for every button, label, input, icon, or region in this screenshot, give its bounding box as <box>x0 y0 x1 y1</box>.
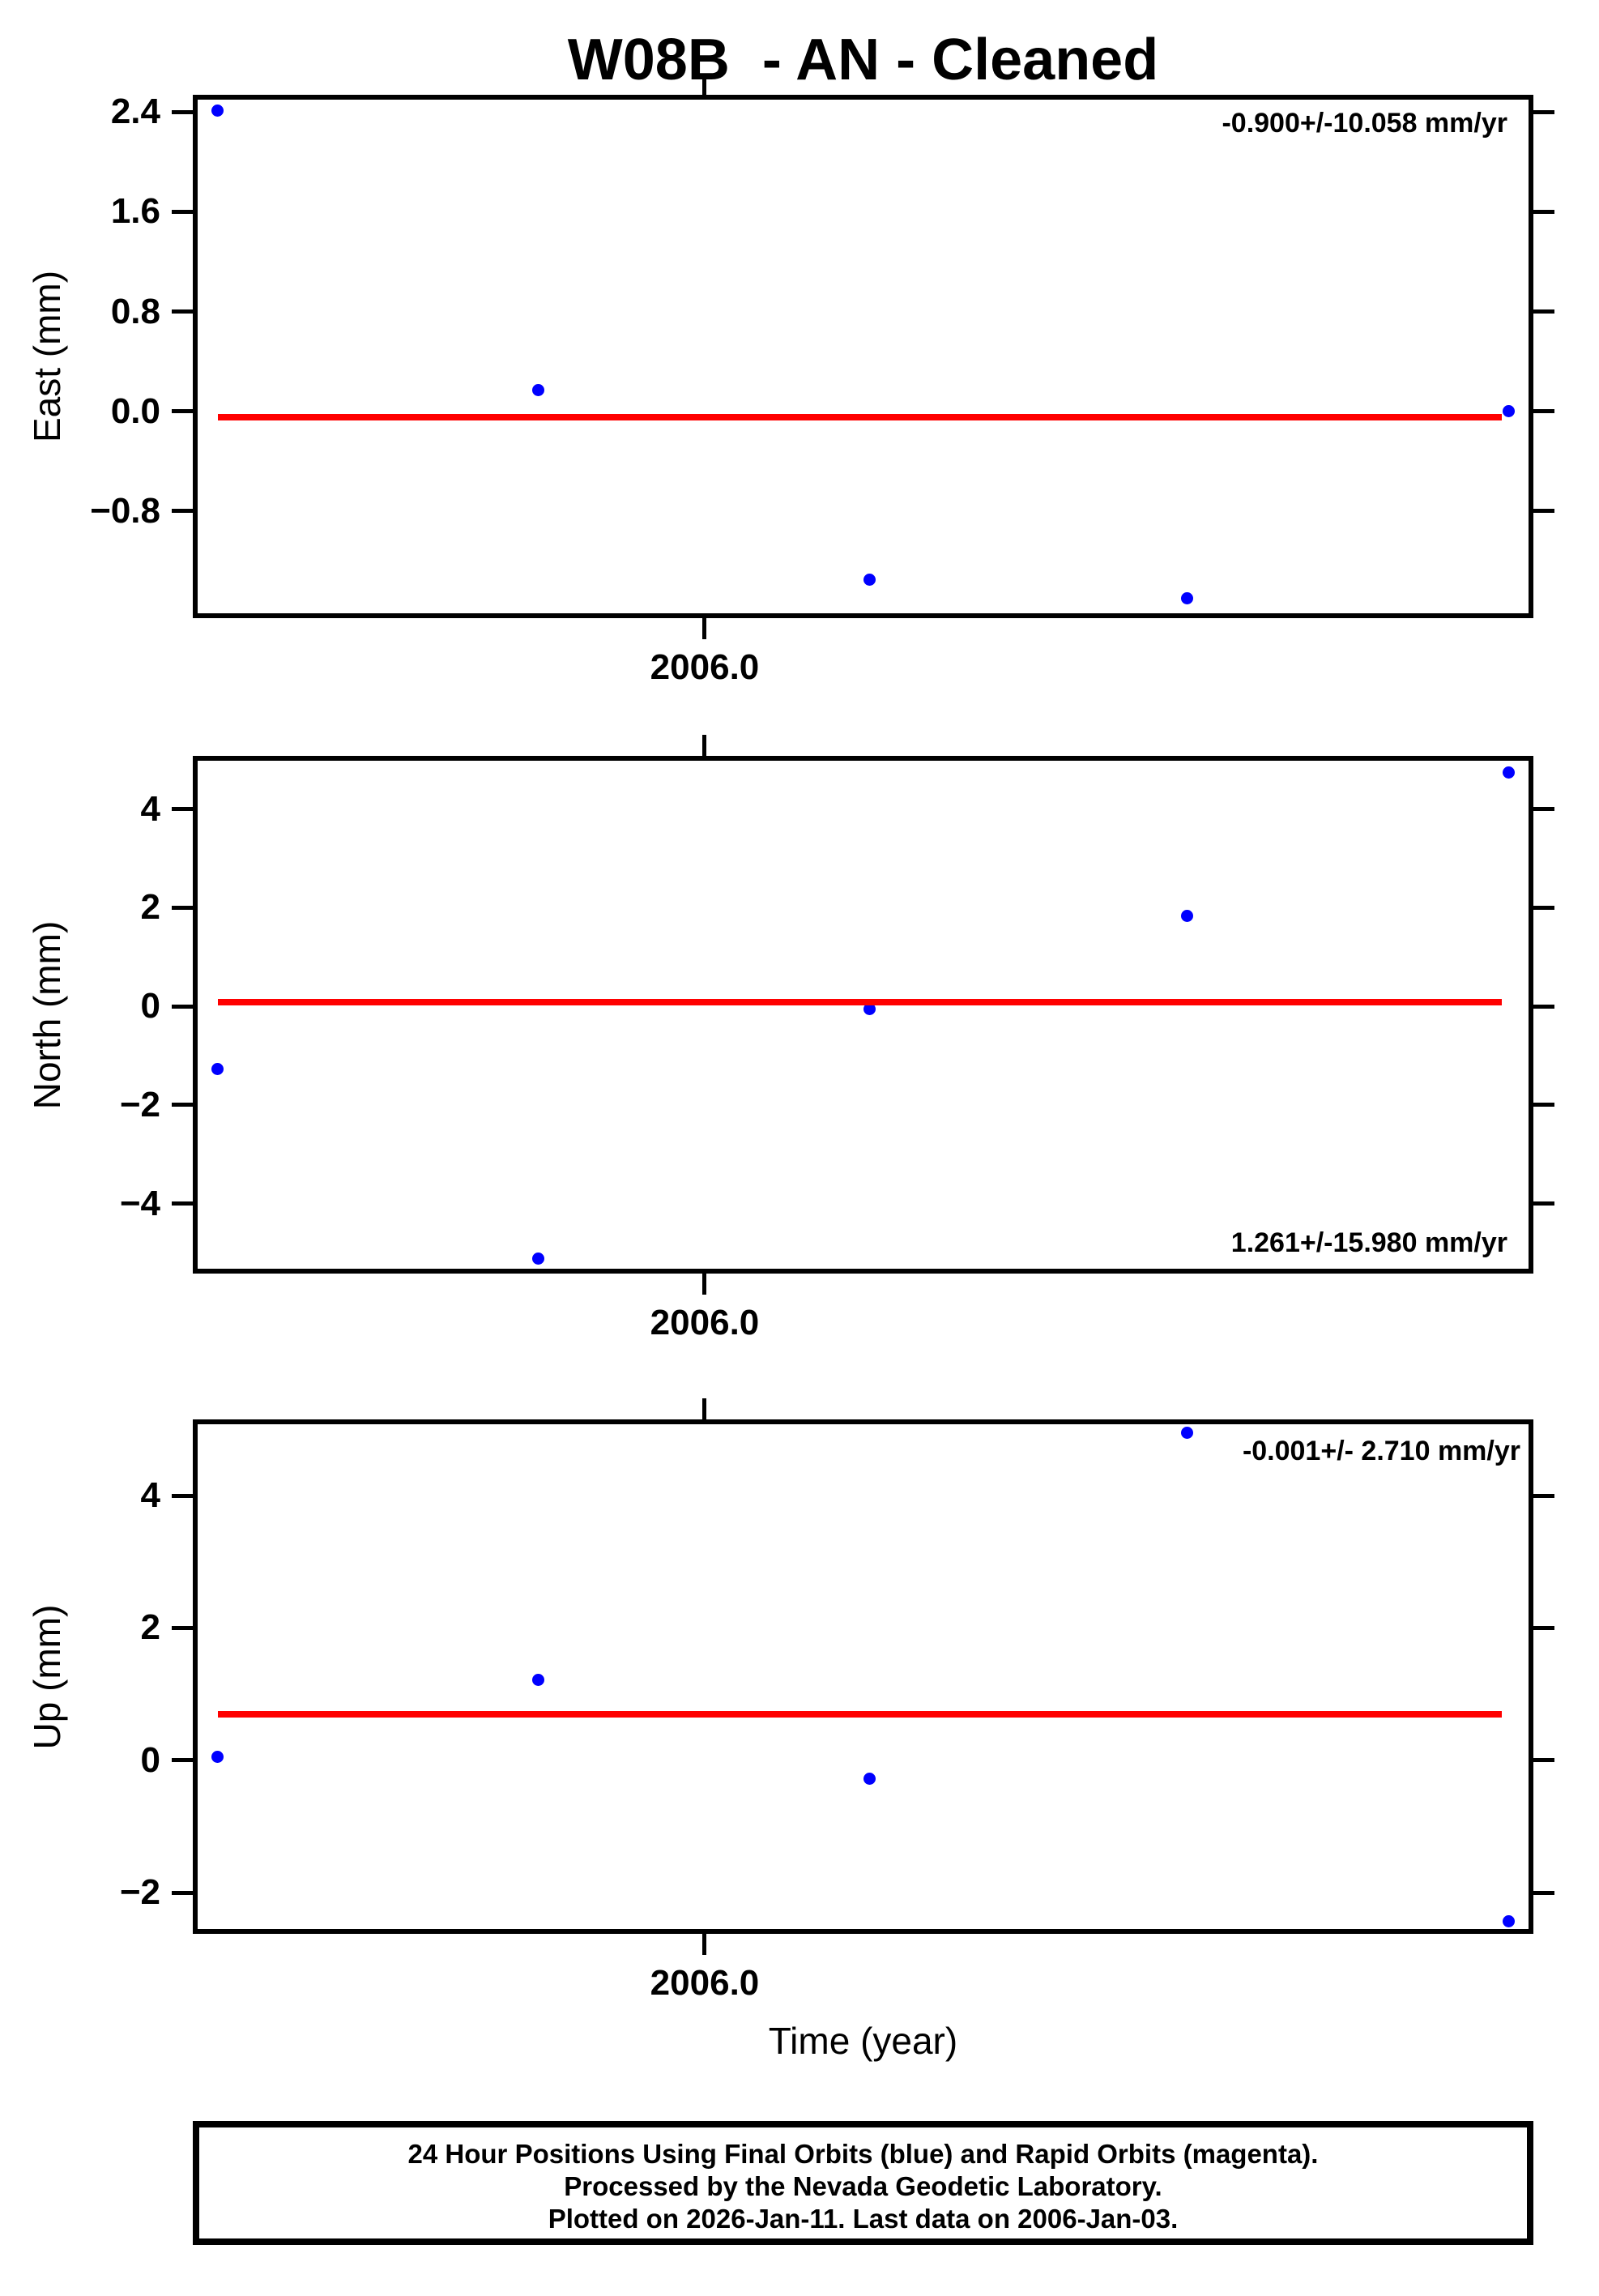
data-point <box>1502 405 1515 418</box>
y-tick-label: −2 <box>119 1872 160 1913</box>
y-tick-left <box>172 1201 193 1206</box>
y-tick-label: 0 <box>140 1739 160 1780</box>
x-tick-top <box>702 1398 707 1419</box>
y-tick-left <box>172 509 193 514</box>
east-axis-label: East (mm) <box>26 270 68 443</box>
footer-box: 24 Hour Positions Using Final Orbits (bl… <box>193 2121 1533 2245</box>
x-tick-bottom <box>702 1934 707 1955</box>
y-tick-right <box>1533 309 1554 314</box>
data-point <box>211 1062 224 1075</box>
data-point <box>532 384 545 397</box>
data-point <box>1181 1427 1194 1440</box>
y-tick-right <box>1533 509 1554 514</box>
north-axis-label: North (mm) <box>26 920 68 1109</box>
up-rate-annotation: -0.001+/- 2.710 mm/yr <box>1242 1436 1520 1466</box>
y-tick-label: −4 <box>119 1183 160 1223</box>
y-tick-left <box>172 309 193 314</box>
north-panel: North (mm) 4 2 0 −2 −4 2006.0 1.261+/-15.980 … <box>26 735 1554 1342</box>
x-tick-bottom <box>702 618 707 639</box>
y-tick-left <box>172 1103 193 1107</box>
north-rate-annotation: 1.261+/-15.980 mm/yr <box>1230 1227 1507 1258</box>
y-tick-left <box>172 807 193 812</box>
y-tick-left <box>172 905 193 910</box>
data-point <box>532 1673 545 1686</box>
y-tick-right <box>1533 1201 1554 1206</box>
y-tick-label: 0.0 <box>110 390 160 431</box>
y-tick-left <box>172 1493 193 1498</box>
north-plot-area: 4 2 0 −2 −4 2006.0 <box>120 735 1554 1342</box>
trend-line <box>217 414 1503 421</box>
y-tick-right <box>1533 1625 1554 1630</box>
y-tick-left <box>172 209 193 214</box>
y-tick-right <box>1533 807 1554 812</box>
y-tick-right <box>1533 1890 1554 1895</box>
data-point <box>211 105 224 117</box>
data-point <box>863 1002 876 1015</box>
footer-line-orbits: 24 Hour Positions Using Final Orbits (bl… <box>407 2139 1319 2169</box>
data-point <box>1502 766 1515 779</box>
x-tick-top <box>702 74 707 95</box>
data-point <box>863 573 876 586</box>
x-tick-label: 2006.0 <box>650 1963 760 2003</box>
y-tick-left <box>172 109 193 114</box>
y-tick-label: 0.8 <box>110 291 160 331</box>
y-tick-label: −2 <box>119 1084 160 1125</box>
y-tick-right <box>1533 1103 1554 1107</box>
y-tick-right <box>1533 1493 1554 1498</box>
footer-line-plotted: Plotted on 2026-Jan-11. Last data on 200… <box>548 2204 1179 2234</box>
x-tick-top <box>702 735 707 756</box>
x-axis-title: Time (year) <box>768 2020 958 2062</box>
x-tick-label: 2006.0 <box>650 647 760 687</box>
y-tick-right <box>1533 1004 1554 1009</box>
y-tick-label: 4 <box>140 788 160 829</box>
up-plot-area: 4 2 0 −2 2006.0 <box>120 1398 1554 2003</box>
y-tick-right <box>1533 905 1554 910</box>
y-tick-left <box>172 1004 193 1009</box>
y-tick-left <box>172 1890 193 1895</box>
trend-line <box>217 999 1503 1006</box>
y-tick-label: 2 <box>140 1607 160 1648</box>
data-point <box>863 1773 876 1786</box>
y-tick-label: 2.4 <box>110 92 160 132</box>
y-tick-label: 4 <box>140 1475 160 1516</box>
y-tick-right <box>1533 209 1554 214</box>
y-tick-left <box>172 1758 193 1763</box>
east-plot-area: 2.4 1.6 0.8 0.0 −0.8 2006.0 <box>90 74 1554 687</box>
y-tick-left <box>172 1625 193 1630</box>
y-tick-right <box>1533 409 1554 414</box>
data-point <box>1502 1914 1515 1927</box>
y-tick-label: 2 <box>140 887 160 928</box>
data-point <box>1181 592 1194 605</box>
east-rate-annotation: -0.900+/-10.058 mm/yr <box>1222 108 1507 139</box>
trend-line <box>217 1710 1503 1718</box>
footer-line-processed: Processed by the Nevada Geodetic Laborat… <box>564 2171 1162 2201</box>
data-point <box>1181 909 1194 922</box>
y-tick-label: −0.8 <box>90 490 160 531</box>
up-panel: Up (mm) 4 2 0 −2 2006.0 -0.001+/- 2.710 mm/y… <box>26 1398 1554 2003</box>
data-point <box>532 1252 545 1265</box>
data-point <box>211 1751 224 1764</box>
up-axis-label: Up (mm) <box>26 1604 68 1749</box>
east-panel: East (mm) 2.4 1.6 0.8 0.0 −0.8 2006.0 -0.900+… <box>26 74 1554 687</box>
y-tick-label: 0 <box>140 986 160 1026</box>
x-tick-bottom <box>702 1274 707 1295</box>
y-tick-label: 1.6 <box>110 191 160 232</box>
x-tick-label: 2006.0 <box>650 1303 760 1342</box>
y-tick-right <box>1533 1758 1554 1763</box>
y-tick-left <box>172 409 193 414</box>
chart-title: W08B - AN - Cleaned <box>567 28 1159 92</box>
y-tick-right <box>1533 109 1554 114</box>
